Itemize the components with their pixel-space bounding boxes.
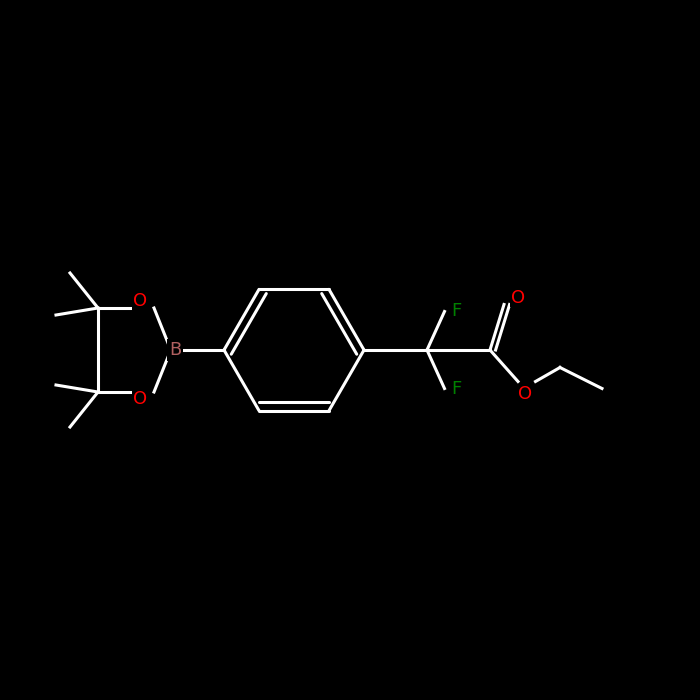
Text: O: O [133,292,147,310]
Text: O: O [511,288,525,307]
Text: F: F [452,302,462,321]
Text: F: F [452,379,462,398]
Text: O: O [518,385,532,403]
Text: B: B [169,341,181,359]
Text: O: O [133,390,147,408]
